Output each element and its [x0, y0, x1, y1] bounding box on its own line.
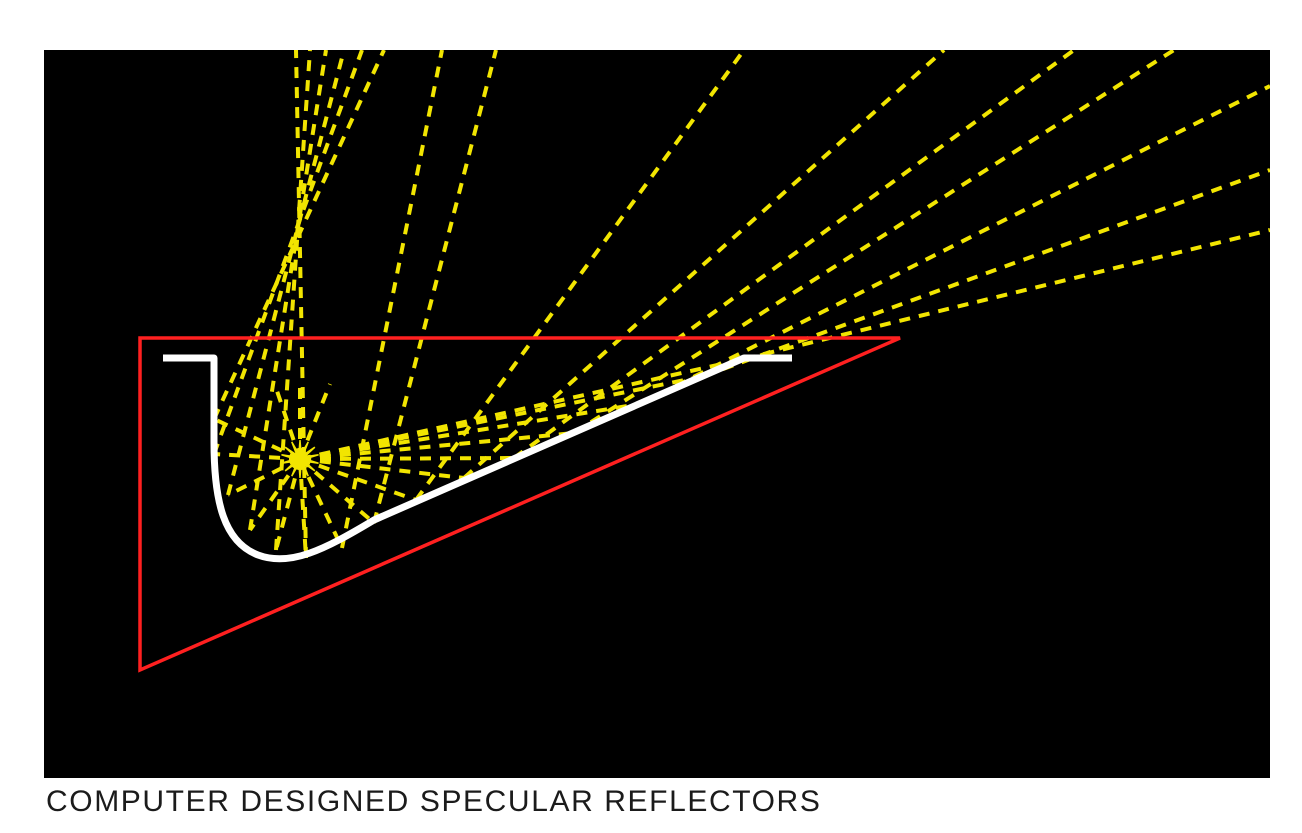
lamp-source-group	[281, 439, 319, 479]
reflected-ray-1	[212, 50, 364, 455]
lamp-core	[292, 451, 308, 467]
direct-ray-12	[299, 402, 641, 461]
direct-ray-14	[299, 357, 745, 461]
reflected-ray-10	[512, 50, 1076, 460]
reflected-ray-11	[572, 50, 1176, 435]
specular-reflector-diagram	[138, 50, 1270, 673]
reflected-ray-3	[248, 50, 328, 531]
direct-ray-2	[227, 457, 301, 497]
direct-ray-10	[299, 456, 515, 461]
direct-ray-16	[274, 387, 302, 460]
figure-caption: COMPUTER DESIGNED SPECULAR REFLECTORS	[46, 785, 822, 818]
diagram-panel	[44, 50, 1270, 778]
reflected-ray-7	[372, 50, 498, 524]
direct-ray-11	[299, 431, 575, 461]
reflected-ray-13	[703, 168, 1270, 378]
direct-ray-6	[298, 458, 344, 549]
ray-paths-group	[212, 50, 1270, 559]
reflected-ray-5	[294, 50, 308, 559]
reflector-profile-group	[163, 354, 792, 563]
reflector-profile	[163, 354, 792, 563]
reflected-ray-8	[414, 50, 746, 502]
direct-ray-1	[213, 452, 301, 461]
direct-ray-9	[299, 457, 465, 480]
direct-ray-0	[213, 417, 301, 461]
direct-ray-4	[274, 458, 302, 551]
direct-ray-8	[299, 457, 417, 502]
reflected-ray-2	[226, 50, 346, 496]
direct-ray-17	[298, 383, 332, 460]
direct-ray-7	[298, 457, 376, 525]
design-envelope-triangle	[138, 336, 901, 673]
direct-ray-5	[298, 458, 308, 559]
reflected-ray-9	[462, 50, 946, 480]
reflected-ray-6	[340, 50, 444, 549]
design-envelope-group	[138, 336, 901, 673]
reflected-ray-12	[639, 84, 1270, 406]
direct-ray-3	[248, 457, 302, 532]
reflected-ray-4	[274, 50, 312, 551]
